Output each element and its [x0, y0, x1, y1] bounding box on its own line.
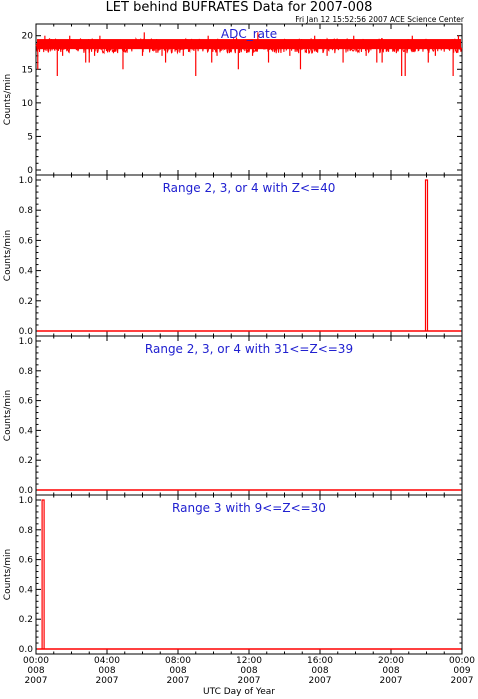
x-tick-doy: 008	[382, 666, 399, 676]
x-tick-doy: 008	[27, 666, 44, 676]
y-tick-label: 1.0	[19, 337, 34, 347]
y-tick-label: 10	[22, 99, 34, 109]
y-tick-label: 0.6	[19, 236, 34, 246]
x-tick-doy: 009	[453, 666, 470, 676]
panel-frame	[35, 335, 463, 496]
panel-label: ADC_rate	[221, 27, 277, 41]
x-tick-year: 2007	[167, 676, 190, 686]
x-tick-doy: 008	[240, 666, 257, 676]
y-tick-label: 1.0	[19, 496, 34, 506]
panel-frame	[35, 174, 463, 337]
x-tick-doy: 008	[98, 666, 115, 676]
data-spike	[41, 499, 45, 649]
y-tick-label: 0.0	[19, 645, 34, 655]
panel-1: 0 5 10 15 20 Counts/min ADC_rate	[3, 23, 463, 176]
y-tick-label: 0.2	[19, 456, 33, 466]
x-tick-year: 2007	[96, 676, 119, 686]
x-tick-year: 2007	[25, 676, 48, 686]
x-tick-time: 00:00	[449, 656, 475, 666]
x-axis-title: UTC Day of Year	[203, 687, 275, 697]
y-tick-label: 0.0	[19, 486, 34, 496]
timestamp: Fri Jan 12 15:52:56 2007 ACE Science Cen…	[295, 15, 465, 24]
x-tick-doy: 008	[311, 666, 328, 676]
x-tick-time: 04:00	[94, 656, 120, 666]
x-tick-time: 20:00	[378, 656, 404, 666]
y-tick-label: 0.4	[19, 585, 34, 595]
panel-label: Range 2, 3, or 4 with 31<=Z<=39	[145, 342, 353, 356]
y-tick-label: 0.6	[19, 397, 34, 407]
x-axis-labels: 00:00008200704:00008200708:00008200712:0…	[23, 656, 475, 686]
rate-band	[37, 39, 461, 50]
y-tick-label: 0.4	[19, 267, 34, 277]
panels-group: 05101520Counts/minADC_rate0.00.20.40.60.…	[3, 23, 463, 655]
y-tick-label: 20	[22, 32, 34, 42]
x-tick-doy: 008	[169, 666, 186, 676]
y-tick-label: 0.0	[19, 327, 34, 337]
panel-frame	[35, 494, 463, 655]
panel-2: 0.0 0.2 0.4 0.6 0.8 1.0 Counts/min Range 2, 3, …	[3, 174, 463, 337]
y-axis-label: Counts/min	[3, 230, 13, 281]
y-tick-label: 0.4	[19, 426, 34, 436]
x-tick-year: 2007	[451, 676, 474, 686]
panel-label: Range 3 with 9<=Z<=30	[172, 501, 326, 515]
y-tick-label: 1.0	[19, 176, 34, 186]
chart-title: LET behind BUFRATES Data for 2007-008	[106, 0, 373, 15]
y-axis-label: Counts/min	[3, 74, 13, 125]
y-tick-label: 0	[27, 166, 33, 176]
data-spike	[424, 179, 429, 331]
x-tick-time: 12:00	[236, 656, 262, 666]
rate-line	[35, 36, 463, 55]
panel-3: 0.0 0.2 0.4 0.6 0.8 1.0 Counts/min Range 2, 3, …	[3, 335, 463, 496]
x-tick-year: 2007	[238, 676, 261, 686]
x-tick-time: 08:00	[165, 656, 191, 666]
y-tick-label: 0.2	[19, 297, 33, 307]
x-tick-time: 16:00	[307, 656, 333, 666]
y-axis-label: Counts/min	[3, 549, 13, 600]
y-tick-label: 15	[22, 65, 33, 75]
panel-label: Range 2, 3, or 4 with Z<=40	[163, 181, 336, 195]
y-tick-label: 0.2	[19, 615, 33, 625]
x-tick-year: 2007	[380, 676, 403, 686]
y-tick-label: 0.8	[19, 206, 34, 216]
y-tick-label: 5	[27, 132, 33, 142]
y-tick-label: 0.6	[19, 556, 34, 566]
x-tick-year: 2007	[309, 676, 332, 686]
x-tick-time: 00:00	[23, 656, 49, 666]
y-axis-label: Counts/min	[3, 390, 13, 441]
panel-4: 0.0 0.2 0.4 0.6 0.8 1.0 Counts/min Range 3 with…	[3, 494, 463, 655]
y-tick-label: 0.8	[19, 367, 34, 377]
y-tick-label: 0.8	[19, 526, 34, 536]
